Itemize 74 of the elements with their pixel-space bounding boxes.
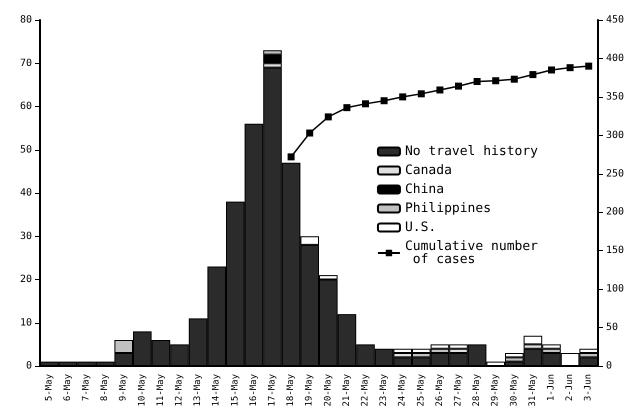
- point: [510, 76, 518, 83]
- point: [474, 78, 481, 86]
- bar: [524, 336, 542, 344]
- x-tick-label: 9-May: [118, 373, 129, 402]
- x-tick-label: 28-May: [472, 373, 482, 407]
- legend-label: U.S.: [404, 220, 436, 235]
- x-tick-label: 16-May: [248, 373, 259, 407]
- x-tick-label: 29-May: [490, 373, 501, 407]
- y2-tick-label: 100: [606, 284, 624, 295]
- x-tick-label: 22-May: [360, 373, 370, 407]
- x-tick-label: 26-May: [434, 373, 445, 407]
- y-tick-label: 70: [20, 58, 32, 69]
- x-tick-label: 31-May: [528, 373, 538, 407]
- y-tick-label: 20: [20, 274, 32, 285]
- point: [362, 100, 369, 108]
- legend-label: Cumulative number of cases: [404, 239, 538, 267]
- point: [380, 97, 388, 104]
- y-tick-label: 10: [20, 317, 32, 328]
- legend-label: No travel history: [404, 144, 538, 159]
- x-tick-label: 18-May: [286, 373, 296, 407]
- y2-tick-label: 450: [606, 14, 624, 26]
- x-tick-label: 14-May: [212, 373, 222, 407]
- point: [418, 90, 425, 98]
- x-tick-label: 5-May: [44, 373, 54, 402]
- y2-tick-label: 50: [606, 322, 618, 334]
- legend-label: Philippines: [404, 201, 492, 216]
- x-tick-label: 23-May: [379, 373, 390, 407]
- legend-label: Canada: [404, 163, 452, 178]
- point: [548, 66, 555, 74]
- point: [324, 113, 332, 120]
- y2-tick-label: 150: [606, 245, 624, 256]
- bar: [263, 54, 282, 64]
- y2-tick-label: 400: [606, 52, 624, 64]
- x-tick-label: 17-May: [268, 373, 278, 407]
- point: [529, 71, 536, 78]
- x-tick-label: 12-May: [174, 373, 184, 407]
- x-tick-label: 27-May: [454, 373, 464, 407]
- x-tick-label: 24-May: [398, 373, 408, 407]
- point: [399, 93, 406, 100]
- y-tick-label: 0: [26, 360, 32, 372]
- y-tick-label: 60: [20, 101, 32, 112]
- y2-tick-label: 350: [606, 91, 624, 102]
- point: [436, 86, 444, 94]
- x-tick-label: 30-May: [509, 373, 520, 407]
- y2-tick-label: 0: [606, 360, 612, 372]
- x-tick-label: 6-May: [62, 373, 73, 402]
- point: [566, 64, 574, 72]
- legend-label: China: [404, 182, 444, 197]
- y2-tick-label: 250: [606, 168, 624, 180]
- x-tick-label: 7-May: [82, 373, 92, 402]
- x-tick-label: 2-Jun: [565, 374, 576, 402]
- x-tick-label: 13-May: [193, 373, 204, 407]
- x-tick-label: 15-May: [230, 373, 240, 407]
- y-tick-label: 40: [20, 188, 32, 198]
- y-tick-label: 30: [20, 230, 32, 242]
- x-tick-label: 21-May: [342, 373, 352, 407]
- x-tick-label: 3-Jun: [584, 374, 594, 402]
- point: [585, 62, 592, 70]
- point: [492, 77, 500, 84]
- x-tick-label: 1-Jun: [546, 374, 556, 402]
- x-tick-label: 8-May: [100, 373, 110, 402]
- point: [455, 82, 462, 90]
- y2-tick-label: 200: [606, 206, 624, 218]
- point: [306, 130, 314, 137]
- x-tick-label: 19-May: [304, 373, 315, 407]
- x-tick-label: 25-May: [416, 373, 426, 407]
- x-tick-label: 10-May: [137, 373, 148, 407]
- x-tick-label: 20-May: [323, 373, 334, 407]
- point: [343, 104, 350, 112]
- y-tick-label: 80: [20, 14, 32, 26]
- point: [288, 153, 295, 160]
- y-tick-label: 50: [20, 144, 32, 156]
- x-tick-label: 11-May: [156, 373, 166, 407]
- y2-tick-label: 300: [606, 130, 624, 141]
